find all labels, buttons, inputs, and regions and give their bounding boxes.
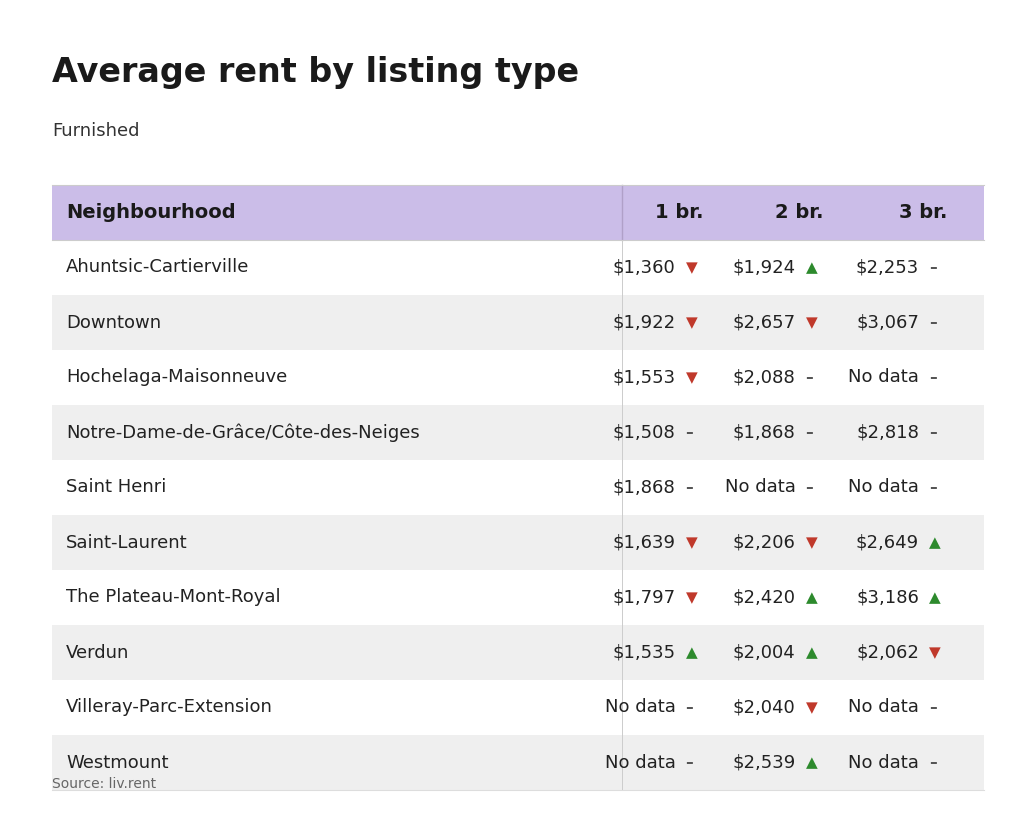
Text: Neighbourhood: Neighbourhood [66, 203, 236, 222]
Text: –: – [806, 480, 813, 495]
Text: $1,868: $1,868 [733, 423, 796, 441]
Text: –: – [806, 370, 813, 385]
Text: $2,004: $2,004 [733, 644, 796, 662]
Bar [52, 570, 984, 625]
Text: –: – [685, 700, 693, 715]
Text: –: – [929, 315, 937, 330]
Text: No data: No data [848, 369, 919, 387]
Text: $1,922: $1,922 [612, 314, 676, 332]
Text: $2,040: $2,040 [733, 699, 796, 717]
Text: ▲: ▲ [806, 755, 817, 770]
Text: –: – [929, 755, 937, 770]
Text: $2,649: $2,649 [856, 533, 919, 551]
Text: Furnished: Furnished [52, 122, 139, 140]
Text: –: – [685, 480, 693, 495]
Text: ▼: ▼ [806, 700, 817, 715]
Text: Source: liv.rent: Source: liv.rent [52, 777, 156, 791]
Text: ▲: ▲ [685, 645, 697, 660]
Text: No data: No data [604, 753, 676, 771]
Text: –: – [929, 370, 937, 385]
Text: ▼: ▼ [685, 315, 697, 330]
Text: $1,639: $1,639 [612, 533, 676, 551]
Text: ▲: ▲ [806, 645, 817, 660]
Text: $3,186: $3,186 [856, 589, 919, 607]
Text: $2,818: $2,818 [856, 423, 919, 441]
Text: –: – [806, 425, 813, 440]
Text: –: – [929, 260, 937, 275]
Text: $2,657: $2,657 [732, 314, 796, 332]
Bar [52, 350, 984, 405]
Text: $2,420: $2,420 [732, 589, 796, 607]
Text: $1,508: $1,508 [612, 423, 676, 441]
Text: Hochelaga-Maisonneuve: Hochelaga-Maisonneuve [66, 369, 288, 387]
Text: –: – [929, 425, 937, 440]
Text: ▲: ▲ [929, 590, 941, 605]
Text: Saint Henri: Saint Henri [66, 478, 166, 496]
Text: Ahuntsic-Cartierville: Ahuntsic-Cartierville [66, 259, 250, 277]
Text: $1,553: $1,553 [612, 369, 676, 387]
Text: –: – [929, 480, 937, 495]
Text: Downtown: Downtown [66, 314, 161, 332]
Text: No data: No data [848, 753, 919, 771]
Bar [52, 625, 984, 680]
Text: ▼: ▼ [806, 315, 817, 330]
Text: $2,206: $2,206 [732, 533, 796, 551]
Text: $3,067: $3,067 [856, 314, 919, 332]
Bar [52, 240, 984, 295]
Text: –: – [685, 755, 693, 770]
Text: $1,924: $1,924 [732, 259, 796, 277]
Text: Saint-Laurent: Saint-Laurent [66, 533, 187, 551]
Text: ▼: ▼ [685, 260, 697, 275]
Text: ▼: ▼ [685, 535, 697, 550]
Text: No data: No data [848, 699, 919, 717]
Text: 3 br.: 3 br. [899, 203, 947, 222]
Text: Notre-Dame-de-Grâce/Côte-des-Neiges: Notre-Dame-de-Grâce/Côte-des-Neiges [66, 423, 420, 441]
Text: ▼: ▼ [685, 370, 697, 385]
Text: No data: No data [604, 699, 676, 717]
Text: ▼: ▼ [929, 645, 941, 660]
Text: Villeray-Parc-Extension: Villeray-Parc-Extension [66, 699, 272, 717]
Text: –: – [685, 425, 693, 440]
Text: $2,253: $2,253 [856, 259, 919, 277]
Text: $2,062: $2,062 [856, 644, 919, 662]
Bar [52, 460, 984, 515]
Text: $1,360: $1,360 [612, 259, 676, 277]
Text: ▲: ▲ [929, 535, 941, 550]
Text: ▼: ▼ [806, 535, 817, 550]
Bar [52, 185, 984, 240]
Text: $2,088: $2,088 [733, 369, 796, 387]
Text: 2 br.: 2 br. [775, 203, 823, 222]
Text: Verdun: Verdun [66, 644, 129, 662]
Text: ▲: ▲ [806, 590, 817, 605]
Bar [52, 405, 984, 460]
Text: $1,535: $1,535 [612, 644, 676, 662]
Bar [52, 515, 984, 570]
Text: $1,797: $1,797 [612, 589, 676, 607]
Bar [52, 735, 984, 790]
Text: Westmount: Westmount [66, 753, 169, 771]
Text: The Plateau-Mont-Royal: The Plateau-Mont-Royal [66, 589, 281, 607]
Text: $2,539: $2,539 [732, 753, 796, 771]
Bar [52, 680, 984, 735]
Bar [52, 295, 984, 350]
Text: ▼: ▼ [685, 590, 697, 605]
Text: –: – [929, 700, 937, 715]
Text: $1,868: $1,868 [612, 478, 676, 496]
Text: ▲: ▲ [806, 260, 817, 275]
Text: Average rent by listing type: Average rent by listing type [52, 56, 580, 89]
Text: No data: No data [725, 478, 796, 496]
Text: 1 br.: 1 br. [655, 203, 703, 222]
Text: No data: No data [848, 478, 919, 496]
